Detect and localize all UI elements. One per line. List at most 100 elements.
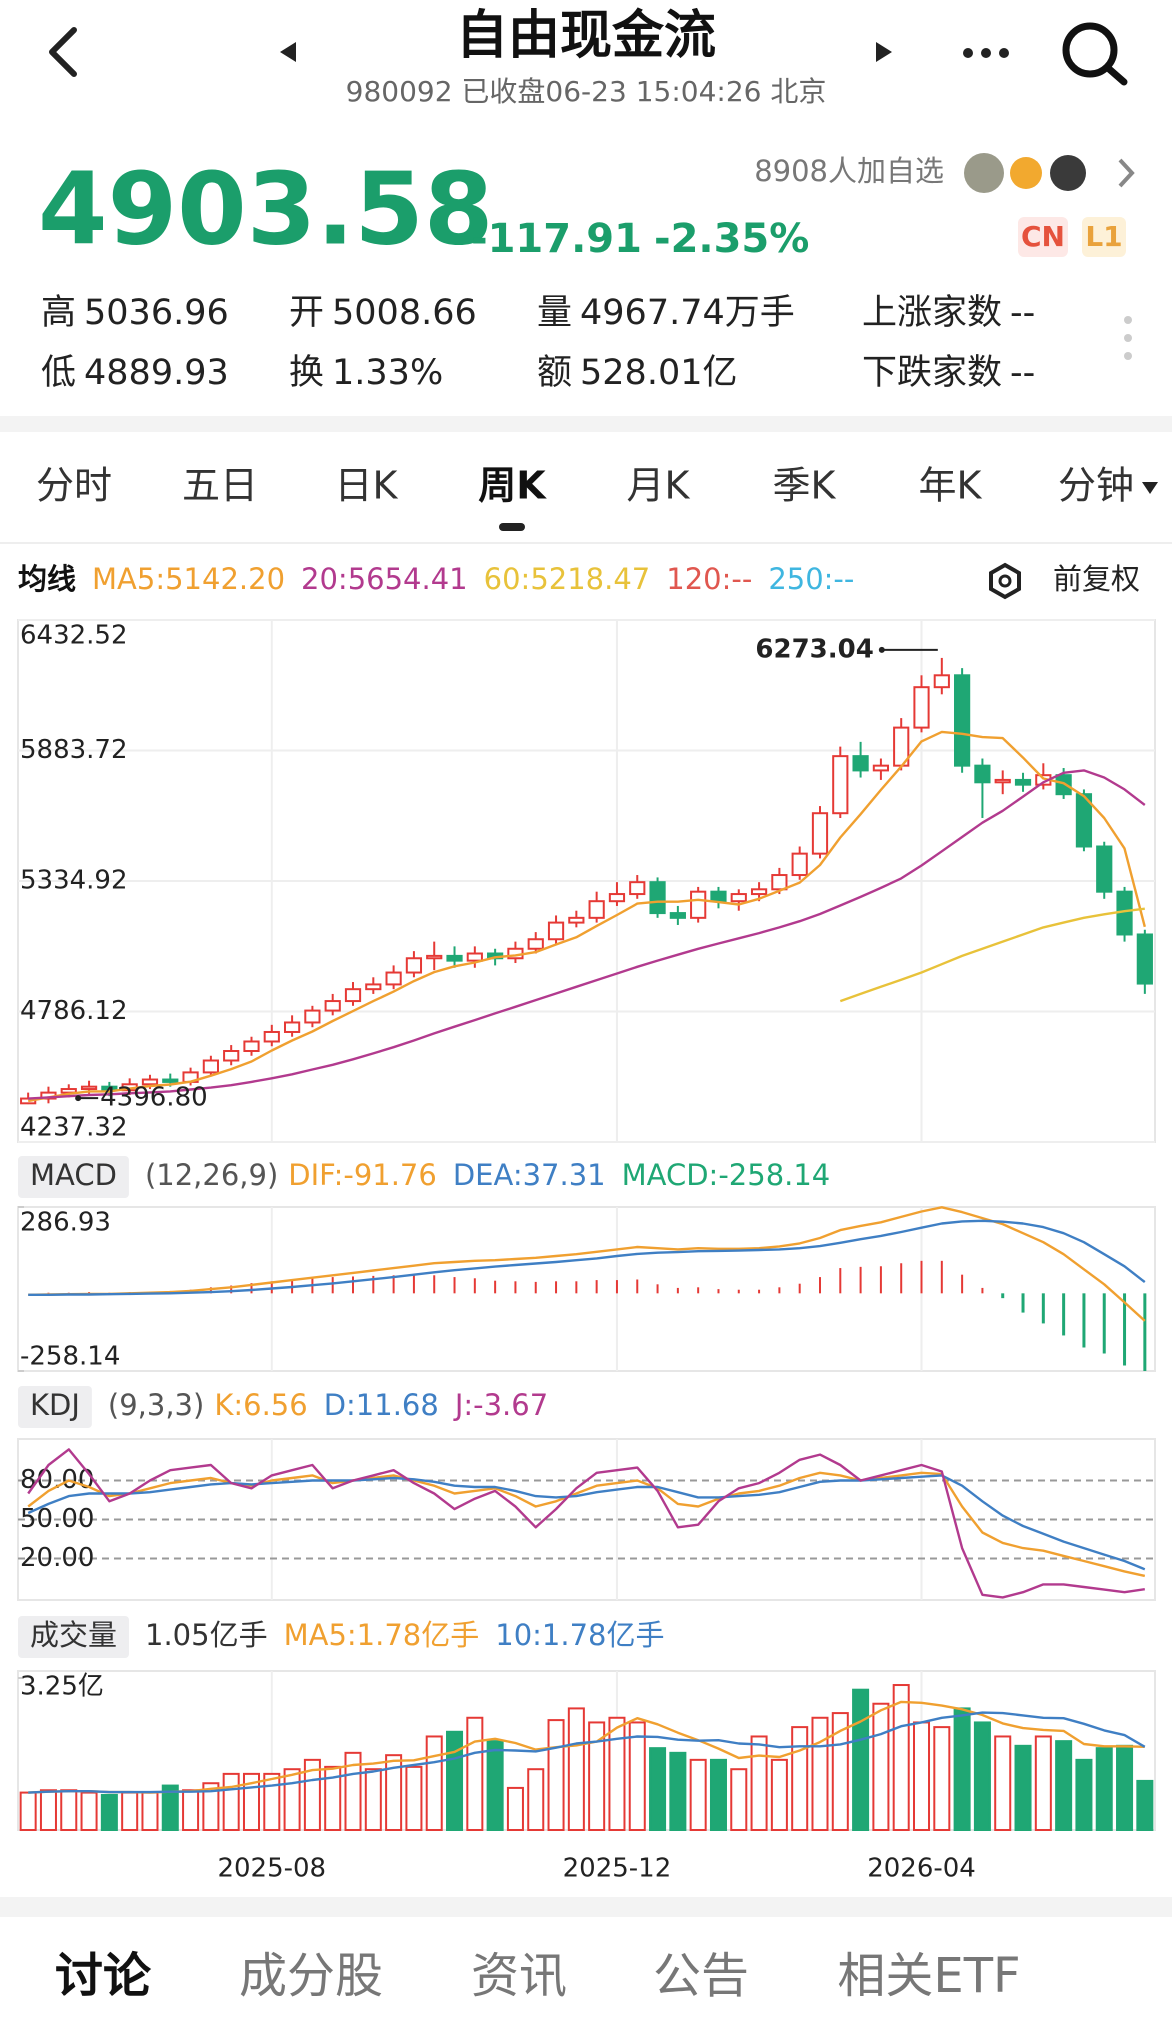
candle-body <box>405 957 423 974</box>
expand-handle[interactable] <box>1124 316 1132 360</box>
period-tab[interactable]: 分时 <box>36 464 112 508</box>
stat-label: 高 <box>41 293 76 333</box>
volume-bar <box>973 1721 991 1831</box>
period-tab[interactable]: 分钟 <box>1058 464 1134 508</box>
candle-body <box>1055 774 1072 796</box>
volume-bar <box>80 1791 98 1832</box>
volume-bar <box>933 1726 951 1832</box>
y-tick-label: 5334.92 <box>20 866 128 896</box>
stat-value: 4889.93 <box>84 353 229 393</box>
y-tick-label: 50.00 <box>20 1504 94 1534</box>
stat-value: 5036.96 <box>84 293 229 333</box>
legend-item: 1.05亿手 <box>145 1618 268 1652</box>
bottom-tab[interactable]: 讨论 <box>55 1948 152 2004</box>
volume-bar <box>141 1791 159 1832</box>
candle-body <box>913 686 930 729</box>
panel-title-bg <box>18 1156 129 1198</box>
indicator-line <box>839 907 1145 1003</box>
volume-bar <box>791 1726 809 1832</box>
volume-bar <box>324 1765 342 1832</box>
tab-indicator <box>499 523 525 531</box>
candle-body <box>771 874 788 891</box>
legend-item: MACD:-258.14 <box>622 1158 831 1192</box>
stat-label: 量 <box>537 293 572 333</box>
back-button[interactable] <box>49 27 77 77</box>
bottom-tab[interactable]: 相关ETF <box>837 1948 1020 2004</box>
volume-bar <box>1136 1779 1154 1832</box>
legend-item: 120:-- <box>666 562 752 596</box>
volume-bar <box>303 1758 321 1831</box>
badge: CN <box>1021 220 1065 253</box>
indicator-line <box>27 1474 1146 1571</box>
x-tick-label: 2025-08 <box>217 1854 326 1884</box>
volume-bar <box>506 1786 524 1831</box>
volume-bar <box>1055 1740 1073 1832</box>
adjust-button[interactable] <box>989 562 1021 600</box>
price: 4903.58 <box>38 150 493 267</box>
title: 自由现金流 <box>456 6 716 66</box>
period-tab[interactable]: 周K <box>478 464 547 508</box>
volume-bar <box>1034 1735 1052 1831</box>
candle-body <box>811 812 829 855</box>
price-change-pct: -2.35% <box>654 216 809 262</box>
marker-dot <box>878 646 885 653</box>
candle-body <box>1014 778 1032 786</box>
candle-body <box>730 893 747 903</box>
period-tab[interactable]: 五日 <box>182 464 258 508</box>
volume-bar <box>689 1758 707 1831</box>
followers[interactable]: 8908人加自选 <box>754 154 944 188</box>
volume-bar <box>405 1765 423 1832</box>
volume-bar <box>222 1772 240 1831</box>
adjust-label[interactable]: 前复权 <box>1053 562 1140 596</box>
adjust-icon <box>989 562 1021 600</box>
indicator-line <box>28 1206 1146 1322</box>
bottom-tab[interactable]: 资讯 <box>471 1948 567 2004</box>
search-icon <box>1062 22 1118 78</box>
volume-bar <box>872 1702 890 1832</box>
candle-body <box>162 1078 179 1083</box>
bottom-tab[interactable]: 成分股 <box>239 1948 383 2004</box>
volume-bar <box>628 1721 646 1831</box>
volume-bar <box>202 1782 220 1832</box>
volume-bar <box>811 1716 829 1831</box>
stat-value: 528.01亿 <box>580 353 737 393</box>
chevron <box>1118 158 1135 188</box>
next-button[interactable] <box>876 42 892 62</box>
badge-bg <box>1018 217 1068 257</box>
y-tick-label: 3.25亿 <box>20 1672 104 1702</box>
period-tab[interactable]: 季K <box>773 464 837 508</box>
adjust-icon <box>998 574 1012 588</box>
legend-item: MA5:5142.20 <box>92 562 285 596</box>
legend-item: MA5:1.78亿手 <box>284 1618 480 1652</box>
bottom-tab[interactable]: 公告 <box>653 1948 749 2004</box>
indicator-line <box>27 1448 1145 1599</box>
panel-params: (12,26,9) <box>145 1158 278 1192</box>
separator <box>0 416 1172 432</box>
y-tick-label: 4786.12 <box>20 996 128 1026</box>
candle-body <box>283 1021 301 1033</box>
x-tick-label: 2026-04 <box>867 1854 976 1884</box>
candle-body <box>832 755 849 815</box>
volume-bar <box>182 1789 200 1831</box>
period-tab[interactable]: 日K <box>335 464 399 508</box>
legend-item: 250:-- <box>768 562 854 596</box>
candle-body <box>568 916 585 924</box>
legend-item: K:6.56 <box>214 1388 307 1422</box>
volume-bar <box>750 1735 768 1831</box>
volume-bar <box>283 1768 301 1832</box>
prev-button[interactable] <box>280 42 296 62</box>
more-button[interactable] <box>963 48 1009 58</box>
period-tab[interactable]: 年K <box>919 464 983 508</box>
legend-item: J:-3.67 <box>453 1388 548 1422</box>
candle-body <box>994 778 1011 784</box>
candle-body <box>750 888 768 896</box>
search-button[interactable] <box>1062 22 1128 86</box>
candle-body <box>974 764 991 784</box>
stat-value: -- <box>1010 353 1035 393</box>
volume-bar <box>730 1768 748 1832</box>
candle-body <box>852 755 869 772</box>
badge: L1 <box>1085 220 1122 253</box>
volume-bar <box>263 1772 281 1831</box>
period-tab[interactable]: 月K <box>627 464 691 508</box>
volume-bar <box>100 1793 118 1832</box>
